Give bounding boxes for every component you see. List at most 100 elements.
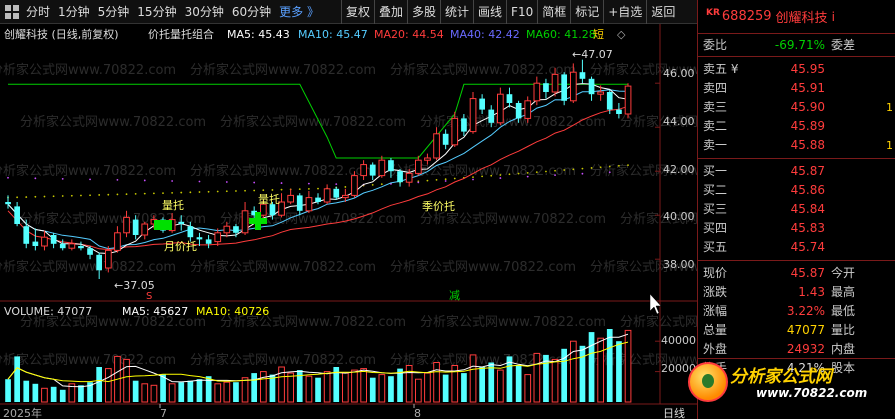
s-signal-marker: S <box>146 291 152 302</box>
volume-bar <box>497 369 504 403</box>
volume-bar <box>433 362 440 403</box>
liangtuo-label-2: 量托 <box>258 192 280 206</box>
volume-label: VOLUME: 47077 <box>4 305 92 318</box>
chart-stock-title: 创耀科技 (日线,前复权) <box>4 27 119 41</box>
volume-bar <box>296 370 303 402</box>
buy-row[interactable]: 买四 45.83 <box>703 221 825 235</box>
buy-row[interactable]: 买三 45.84 <box>703 202 825 216</box>
candle-body <box>561 74 567 101</box>
candle-body <box>461 118 467 132</box>
watermark-text: 分析家公式网www.70822.com <box>590 62 697 78</box>
watermark-text: 分析家公式网www.70822.com <box>220 114 406 130</box>
volume-bar <box>178 382 185 402</box>
sell-row[interactable]: 卖二 45.89 <box>703 119 825 133</box>
draw-line-button[interactable]: 画线 <box>473 0 506 24</box>
volume-bar <box>251 373 257 402</box>
volume-bar <box>323 371 331 403</box>
add-watchlist-button[interactable]: +自选 <box>603 0 646 24</box>
ma60-label: MA60: 41.28 <box>526 28 596 41</box>
period-toolbar: 分时 1分钟 5分钟 15分钟 30分钟 60分钟 更多 》 复权 叠加 多股 … <box>0 0 697 24</box>
multi-stock-button[interactable]: 多股 <box>407 0 440 24</box>
low-price-marker: ←37.05 <box>114 279 155 292</box>
buy-row[interactable]: 买五 45.74 <box>703 240 825 254</box>
dotted-ma-point <box>89 178 91 181</box>
ma10-label: MA10: 45.47 <box>298 28 368 41</box>
tab-15min[interactable]: 15分钟 <box>137 4 177 19</box>
overlay-button[interactable]: 叠加 <box>373 0 407 24</box>
candle-body <box>533 82 541 102</box>
weibi-row: 委比 -69.71% 委差 <box>698 34 895 57</box>
watermark-text: 分析家公式网www.70822.com <box>220 314 406 330</box>
tab-1min[interactable]: 1分钟 <box>58 4 90 19</box>
volume-bar <box>196 379 203 402</box>
buy-row[interactable]: 买一 45.87 <box>703 164 825 178</box>
dotted-ma-point <box>280 188 283 191</box>
volume-bar <box>141 383 149 403</box>
candle-body <box>178 221 185 224</box>
f10-button[interactable]: F10 <box>506 0 537 24</box>
candle-body <box>342 194 349 199</box>
quote-stats: 现价 45.87 今开 涨跌 1.43 最高 涨幅 3.22% 最低 总量 47077 量比 外… <box>698 261 895 381</box>
statistics-button[interactable]: 统计 <box>440 0 473 24</box>
back-button[interactable]: 返回 <box>646 0 679 24</box>
watermark-text: 分析家公式网www.70822.com <box>20 114 206 130</box>
dotted-ma-point <box>198 191 201 193</box>
tab-fenshi[interactable]: 分时 <box>26 4 51 19</box>
dotted-ma-point <box>435 179 438 181</box>
dotted-ma-point <box>526 175 529 178</box>
tab-5min[interactable]: 5分钟 <box>97 4 130 19</box>
ma20-label: MA20: 44.54 <box>374 28 444 41</box>
simple-frame-button[interactable]: 简框 <box>537 0 570 24</box>
watermark-text: 分析家公式网www.70822.com <box>190 259 376 275</box>
watermark-text: 分析家公式网www.70822.com <box>620 114 697 130</box>
volume-bar <box>96 367 102 402</box>
dotted-ma-point <box>444 178 447 181</box>
volume-bar <box>315 377 321 402</box>
buy-row[interactable]: 买二 45.86 <box>703 183 825 197</box>
volume-bar <box>260 371 267 403</box>
stock-name: 创耀科技 <box>775 11 828 26</box>
candle-body <box>114 232 121 251</box>
candle-body <box>5 202 11 205</box>
candle-body <box>68 243 76 249</box>
kline-chart[interactable]: 分析家公式网www.70822.com 分析家公式网www.70822.com 分析… <box>0 24 697 419</box>
volume-tick-20000: 20000 <box>661 362 696 375</box>
quote-header: KR 688259 创耀科技 i <box>698 0 895 34</box>
watermark-text: 分析家公式网www.70822.com <box>390 62 576 78</box>
volume-bar <box>78 385 84 402</box>
sell-row[interactable]: 卖一 45.88 1 <box>703 138 893 152</box>
diamond-icon[interactable]: ◇ <box>617 28 626 41</box>
dotted-ma-point <box>125 193 128 196</box>
weibi-label: 委比 <box>703 38 728 52</box>
mark-button[interactable]: 标记 <box>570 0 603 24</box>
candle-body <box>624 85 632 115</box>
dotted-ma-point <box>70 194 73 197</box>
sell-row[interactable]: 卖五 ¥45.95 <box>703 62 825 76</box>
tab-60min[interactable]: 60分钟 <box>231 4 272 19</box>
dotted-ma-point <box>608 171 611 174</box>
watermark-text: 分析家公式网www.70822.com <box>190 352 376 368</box>
candle-body <box>424 157 431 161</box>
info-icon[interactable]: i <box>831 9 835 24</box>
candle-body <box>105 249 112 269</box>
dotted-ma-point <box>34 195 37 198</box>
watermark-text: 分析家公式网www.70822.com <box>590 259 697 275</box>
tab-more[interactable]: 更多 》 <box>279 4 319 19</box>
volume-bar <box>214 383 222 403</box>
sell-row[interactable]: 卖四 45.91 <box>703 81 825 95</box>
volume-bar <box>506 356 513 402</box>
period-label: 日线 <box>663 406 685 419</box>
tab-30min[interactable]: 30分钟 <box>184 4 224 19</box>
watermark-text: 分析家公式网www.70822.com <box>0 163 176 179</box>
dotted-ma-point <box>517 172 520 175</box>
grid-icon[interactable] <box>5 4 19 19</box>
volume-bar <box>606 329 613 402</box>
sell-row[interactable]: 卖三 45.90 1 <box>703 100 893 114</box>
volume-bar <box>397 368 403 402</box>
dotted-ma-point <box>627 164 629 167</box>
volume-bar <box>233 382 239 402</box>
volume-bar <box>388 376 394 402</box>
volume-bar <box>588 332 595 402</box>
fuquan-button[interactable]: 复权 <box>340 0 374 24</box>
watermark-text: 分析家公式网www.70822.com <box>420 211 606 227</box>
